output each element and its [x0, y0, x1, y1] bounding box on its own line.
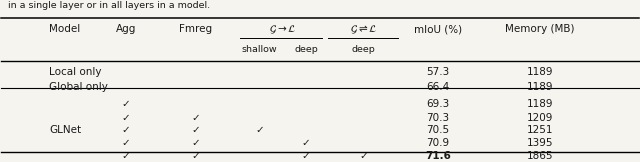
- Text: Fmreg: Fmreg: [179, 24, 212, 35]
- Text: deep: deep: [294, 45, 318, 54]
- Text: 66.4: 66.4: [426, 82, 449, 92]
- Text: 1865: 1865: [527, 151, 553, 161]
- Text: ✓: ✓: [191, 138, 200, 148]
- Text: 70.9: 70.9: [426, 138, 449, 148]
- Text: 71.6: 71.6: [425, 151, 451, 161]
- Text: $\mathcal{G} \rightleftharpoons \mathcal{L}$: $\mathcal{G} \rightleftharpoons \mathcal…: [349, 23, 377, 35]
- Text: mIoU (%): mIoU (%): [414, 24, 462, 35]
- Text: ✓: ✓: [121, 98, 130, 109]
- Text: ✓: ✓: [121, 138, 130, 148]
- Text: 1189: 1189: [527, 98, 553, 109]
- Text: Global only: Global only: [49, 82, 108, 92]
- Text: ✓: ✓: [191, 151, 200, 161]
- Text: GLNet: GLNet: [49, 125, 81, 135]
- Text: ✓: ✓: [191, 125, 200, 135]
- Text: $\mathcal{G} \rightarrow \mathcal{L}$: $\mathcal{G} \rightarrow \mathcal{L}$: [269, 23, 296, 35]
- Text: ✓: ✓: [255, 125, 264, 135]
- Text: 70.5: 70.5: [426, 125, 449, 135]
- Text: ✓: ✓: [301, 151, 310, 161]
- Text: ✓: ✓: [359, 151, 368, 161]
- Text: Agg: Agg: [115, 24, 136, 35]
- Text: in a single layer or in all layers in a model.: in a single layer or in all layers in a …: [8, 1, 210, 10]
- Text: ✓: ✓: [191, 113, 200, 123]
- Text: 1395: 1395: [527, 138, 553, 148]
- Text: Local only: Local only: [49, 67, 102, 77]
- Text: deep: deep: [351, 45, 375, 54]
- Text: ✓: ✓: [301, 138, 310, 148]
- Text: 1209: 1209: [527, 113, 553, 123]
- Text: 1189: 1189: [527, 82, 553, 92]
- Text: ✓: ✓: [121, 125, 130, 135]
- Text: 70.3: 70.3: [426, 113, 449, 123]
- Text: Memory (MB): Memory (MB): [505, 24, 575, 35]
- Text: 57.3: 57.3: [426, 67, 449, 77]
- Text: 69.3: 69.3: [426, 98, 449, 109]
- Text: Model: Model: [49, 24, 81, 35]
- Text: 1251: 1251: [527, 125, 553, 135]
- Text: shallow: shallow: [242, 45, 277, 54]
- Text: ✓: ✓: [121, 151, 130, 161]
- Text: 1189: 1189: [527, 67, 553, 77]
- Text: ✓: ✓: [121, 113, 130, 123]
